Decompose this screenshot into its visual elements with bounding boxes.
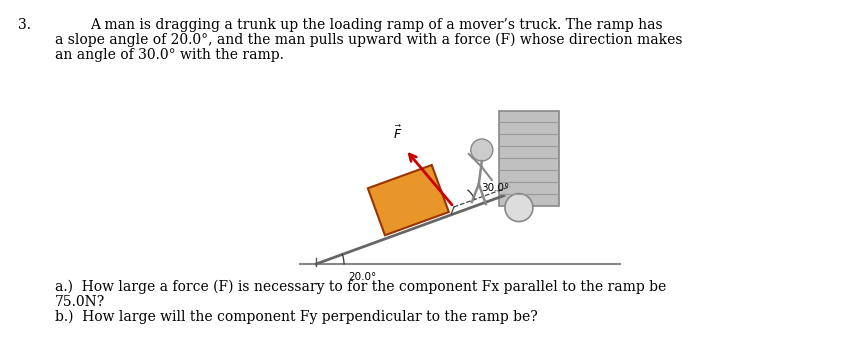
Bar — [499, 111, 559, 206]
Text: A man is dragging a trunk up the loading ramp of a mover’s truck. The ramp has: A man is dragging a trunk up the loading… — [90, 18, 663, 32]
Text: b.)  How large will the component Fy perpendicular to the ramp be?: b.) How large will the component Fy perp… — [55, 310, 538, 324]
Text: $\vec{F}$: $\vec{F}$ — [393, 124, 402, 142]
Text: 75.0N?: 75.0N? — [55, 295, 106, 309]
Text: 3.: 3. — [18, 18, 31, 32]
Circle shape — [505, 194, 533, 222]
Polygon shape — [368, 165, 449, 235]
Text: a.)  How large a force (F) is necessary to for the component Fx parallel to the : a.) How large a force (F) is necessary t… — [55, 280, 666, 294]
Text: an angle of 30.0° with the ramp.: an angle of 30.0° with the ramp. — [55, 48, 284, 62]
Text: 30.0°: 30.0° — [481, 183, 509, 193]
Text: a slope angle of 20.0°, and the man pulls upward with a force (F) whose directio: a slope angle of 20.0°, and the man pull… — [55, 33, 682, 47]
Circle shape — [471, 139, 493, 161]
Text: 20.0°: 20.0° — [348, 272, 376, 282]
